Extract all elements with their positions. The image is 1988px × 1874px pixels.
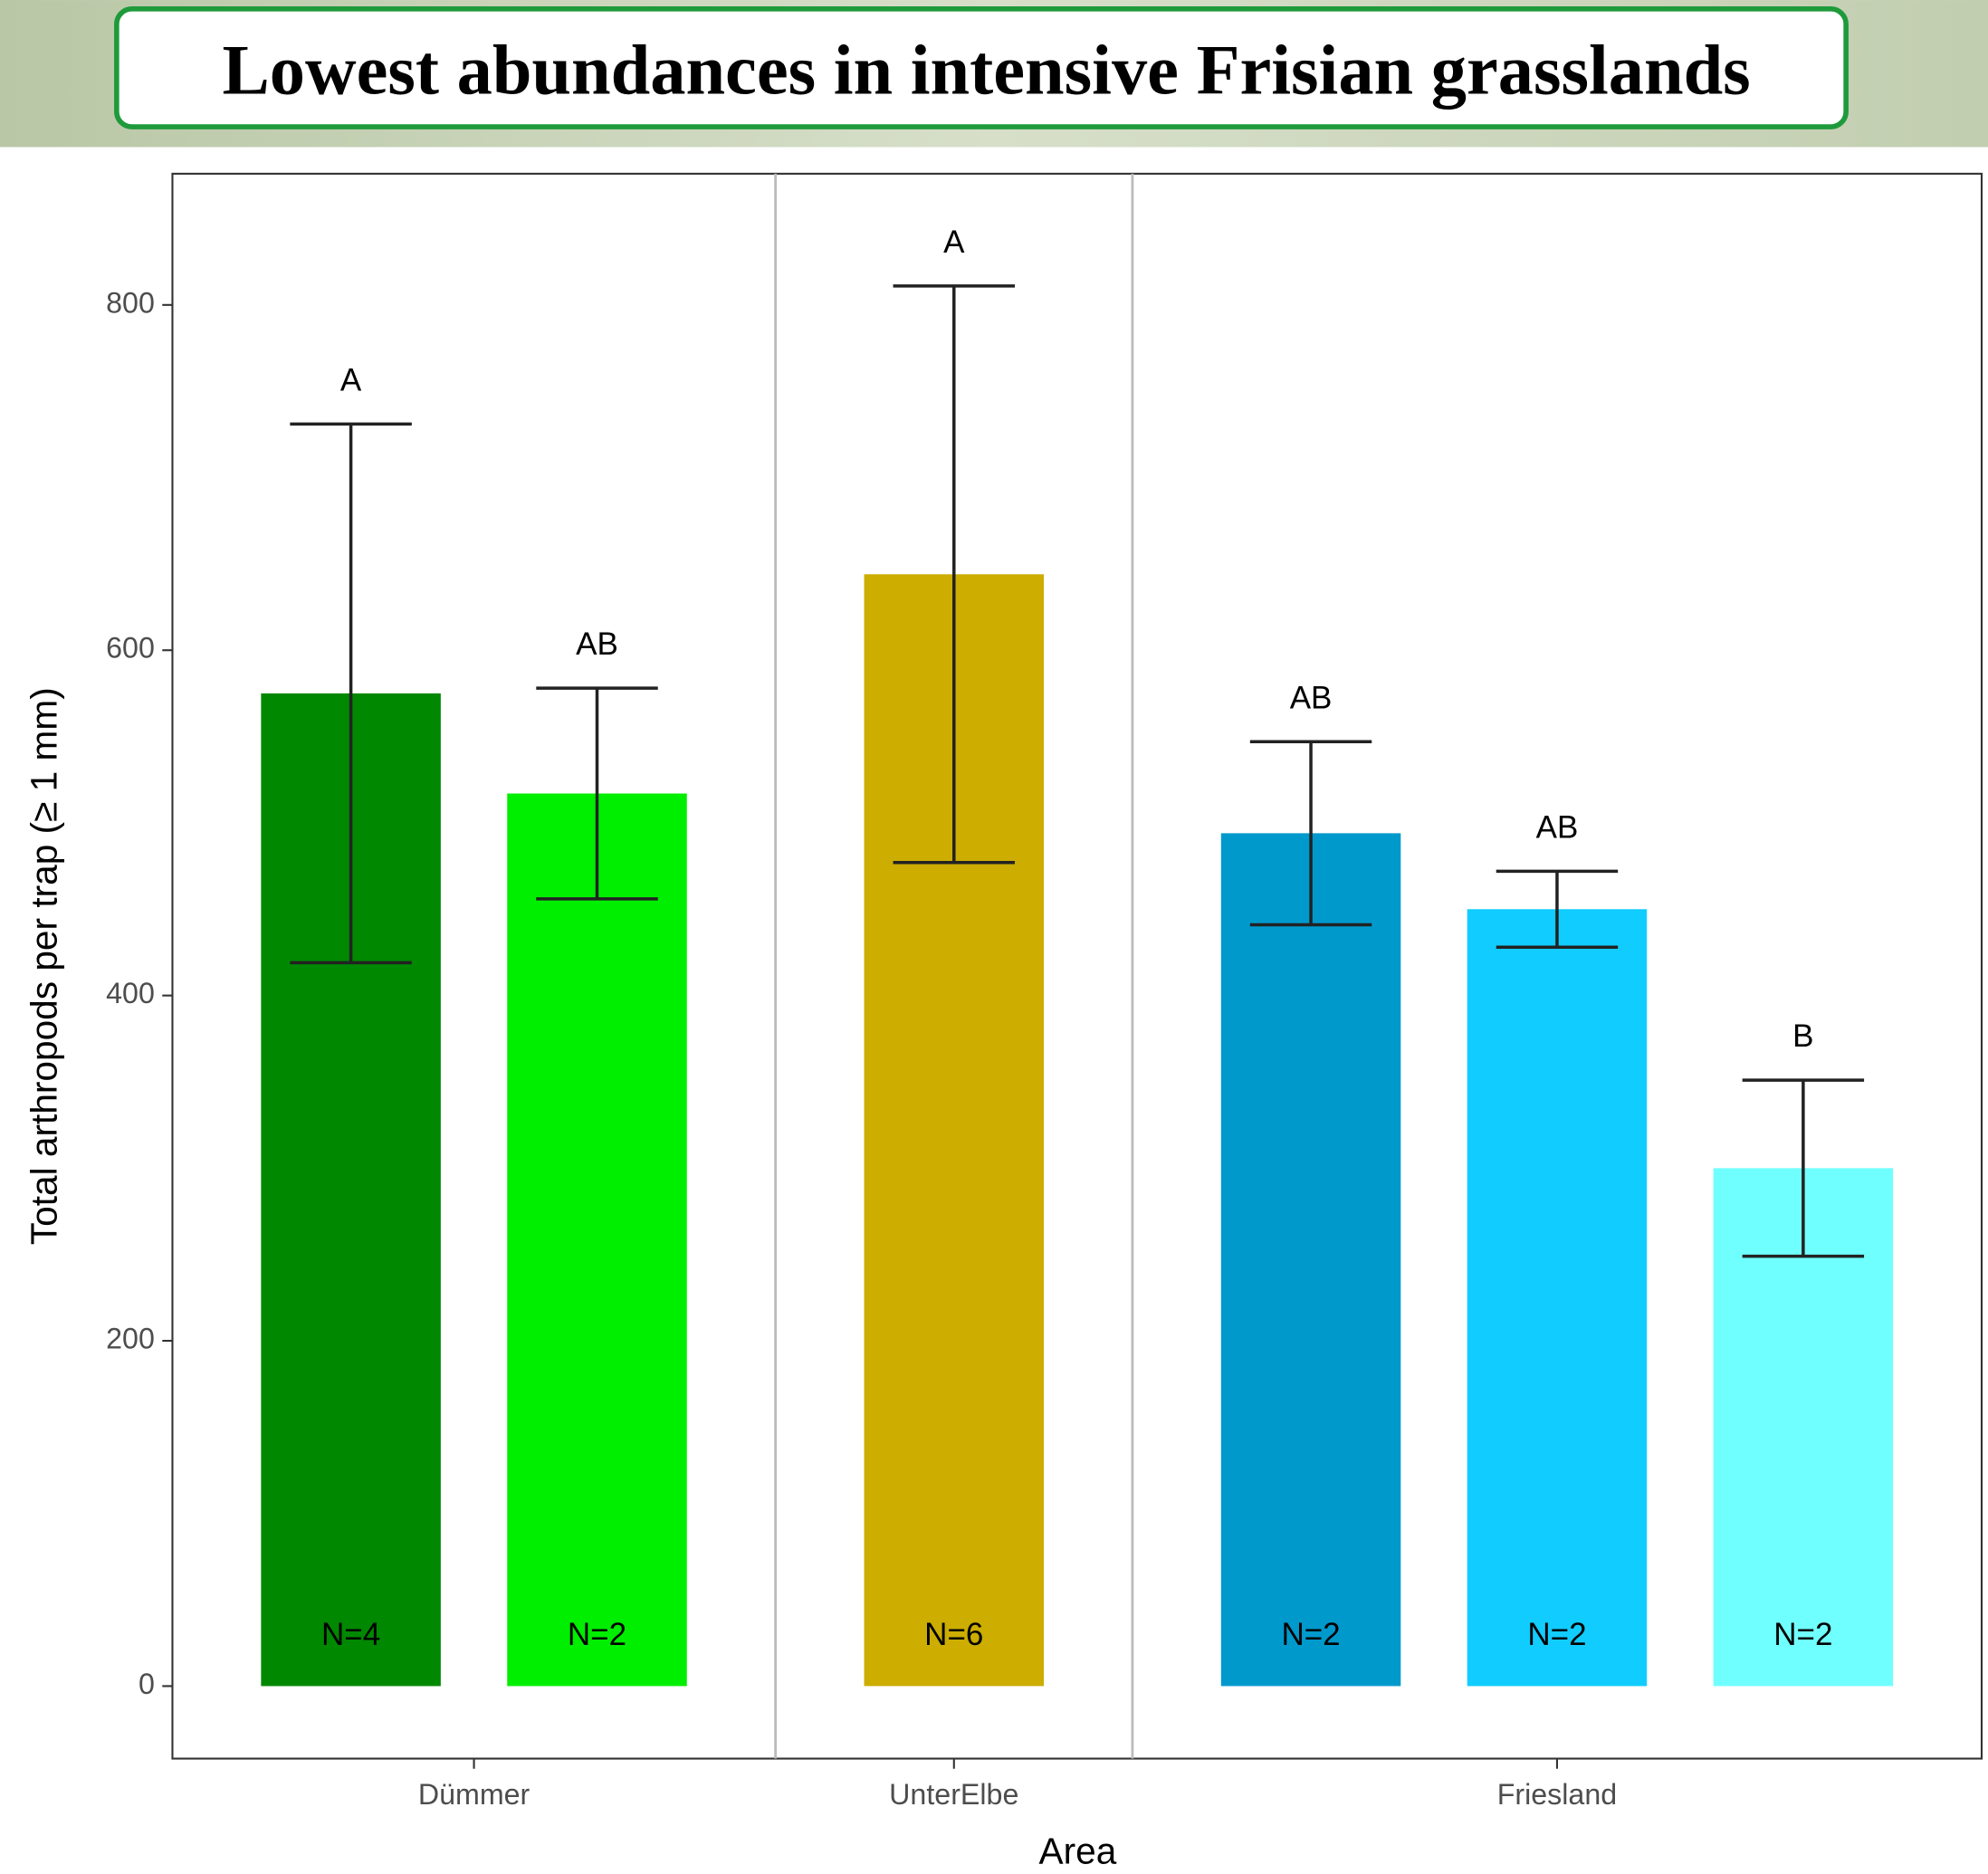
sample-size-label: N=2 — [568, 1617, 626, 1652]
significance-letter: A — [943, 225, 965, 260]
chart: Lowest abundances in intensive Frisian g… — [0, 0, 1988, 1874]
page: {"chart_data": {"type": "bar", "title": … — [0, 0, 1988, 1874]
chart-title: Lowest abundances in intensive Frisian g… — [222, 30, 1750, 109]
y-tick-label: 0 — [139, 1668, 155, 1700]
sample-size-label: N=4 — [321, 1617, 380, 1652]
bar — [1467, 909, 1647, 1686]
significance-letter: B — [1792, 1018, 1813, 1054]
y-tick-label: 200 — [106, 1323, 155, 1355]
significance-letter: A — [340, 362, 362, 397]
y-tick-label: 400 — [106, 977, 155, 1009]
bar — [1221, 833, 1400, 1686]
significance-letter: AB — [1290, 680, 1333, 715]
x-tick-label: Friesland — [1497, 1778, 1617, 1811]
y-tick-label: 600 — [106, 632, 155, 665]
sample-size-label: N=2 — [1281, 1617, 1340, 1652]
y-axis-title: Total arthropods per trap (≥ 1 mm) — [24, 687, 65, 1245]
sample-size-label: N=2 — [1773, 1617, 1832, 1652]
sample-size-label: N=6 — [924, 1617, 983, 1652]
plot-panel — [172, 174, 1982, 1759]
y-tick-label: 800 — [106, 286, 155, 319]
significance-letter: AB — [576, 626, 618, 662]
x-tick-label: Dümmer — [418, 1778, 530, 1811]
x-tick-label: UnterElbe — [889, 1778, 1018, 1811]
significance-letter: AB — [1536, 809, 1579, 845]
sample-size-label: N=2 — [1527, 1617, 1586, 1652]
x-axis-title: Area — [1039, 1830, 1117, 1871]
bar — [507, 794, 686, 1687]
